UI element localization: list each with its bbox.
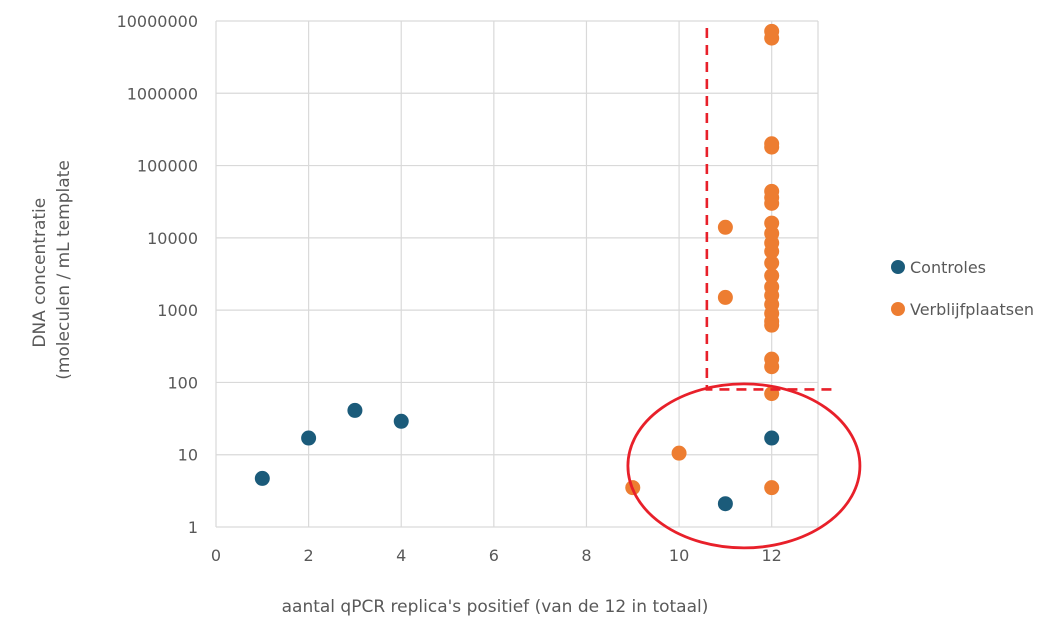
- x-tick-label: 6: [489, 546, 499, 565]
- legend-marker: [891, 302, 905, 316]
- controles-point: [254, 470, 270, 486]
- annotations: [626, 28, 862, 550]
- verblijfplaatsen-point: [764, 255, 780, 271]
- x-tick-label: 2: [304, 546, 314, 565]
- y-axis-title: DNA concentratie (moleculen / mL templat…: [30, 160, 74, 380]
- legend-marker: [891, 260, 905, 274]
- verblijfplaatsen-point: [764, 351, 780, 367]
- verblijfplaatsen-point: [717, 219, 733, 235]
- x-tick-label: 12: [762, 546, 782, 565]
- legend: Controles Verblijfplaatsen: [891, 258, 1034, 319]
- highlight-ellipse: [626, 382, 862, 550]
- verblijfplaatsen-point: [764, 225, 780, 241]
- y-tick-label: 10000: [147, 229, 198, 248]
- legend-item: Controles: [891, 258, 986, 277]
- y-tick-label: 1000000: [127, 84, 198, 103]
- controles-point: [301, 430, 317, 446]
- gridlines: [215, 20, 819, 528]
- verblijfplaatsen-point: [764, 136, 780, 152]
- x-tick-label: 10: [669, 546, 689, 565]
- verblijfplaatsen-point: [764, 215, 780, 231]
- verblijfplaatsen-point: [764, 480, 780, 496]
- y-tick-label: 10000000: [117, 12, 198, 31]
- y-tick-label: 10: [178, 446, 198, 465]
- data-points: [254, 23, 780, 512]
- verblijfplaatsen-point: [717, 289, 733, 305]
- legend-label: Controles: [910, 258, 986, 277]
- controles-point: [717, 496, 733, 512]
- legend-label: Verblijfplaatsen: [910, 300, 1034, 319]
- verblijfplaatsen-point: [764, 279, 780, 295]
- controles-point: [393, 413, 409, 429]
- controles-point: [347, 402, 363, 418]
- verblijfplaatsen-point: [764, 23, 780, 39]
- tick-labels: 1 10 100 1000 10000 100000 1000000 10000000 0 2 4 6…: [117, 12, 782, 565]
- x-tick-label: 8: [581, 546, 591, 565]
- x-tick-label: 0: [211, 546, 221, 565]
- legend-item: Verblijfplaatsen: [891, 300, 1034, 319]
- y-axis-title-line-2: (moleculen / mL template: [54, 160, 74, 380]
- x-tick-label: 4: [396, 546, 406, 565]
- verblijfplaatsen-point: [764, 183, 780, 199]
- y-tick-label: 100000: [137, 157, 198, 176]
- verblijfplaatsen-point: [764, 268, 780, 284]
- y-axis-title-line-1: DNA concentratie: [30, 198, 50, 348]
- y-tick-label: 1: [188, 518, 198, 537]
- y-tick-label: 100: [167, 373, 198, 392]
- x-axis-title: aantal qPCR replica's positief (van de 1…: [282, 597, 709, 617]
- controles-point: [764, 430, 780, 446]
- verblijfplaatsen-point: [671, 445, 687, 461]
- y-tick-label: 1000: [157, 301, 198, 320]
